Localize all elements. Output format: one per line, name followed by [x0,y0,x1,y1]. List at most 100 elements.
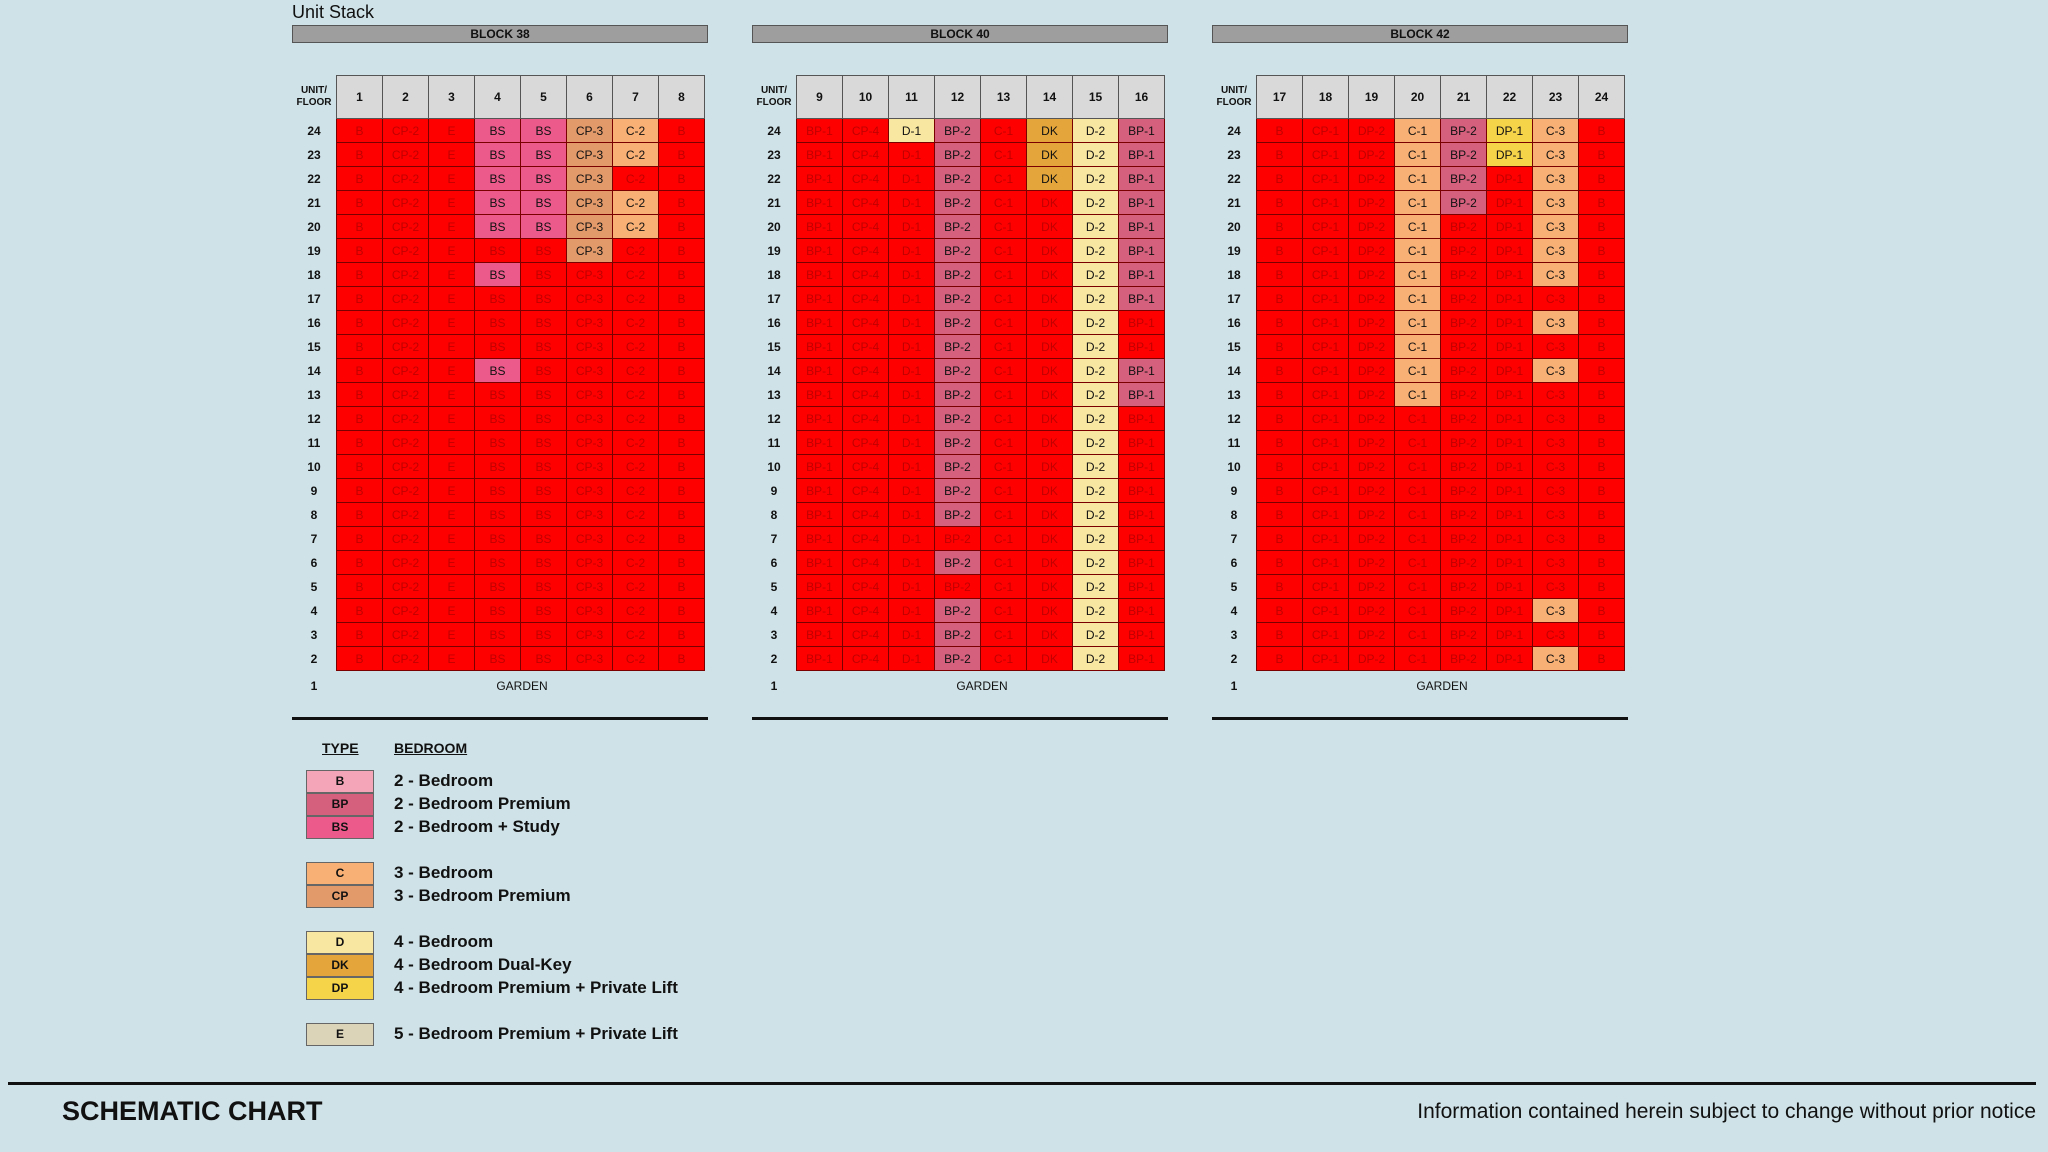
floor-number: 22 [1227,171,1241,186]
unit-cell-sold: BP-2 [1440,622,1487,647]
unit-cell-sold: C-1 [980,550,1027,575]
unit-cell-sold: DP-1 [1486,214,1533,239]
unit-cell-sold: B [658,118,705,143]
unit-cell-available: C-3 [1532,598,1579,623]
floor-number: 11 [1227,435,1241,450]
floor-number: 23 [767,147,781,162]
unit-number-header: 22 [1486,75,1533,119]
unit-cell-sold: B [1578,406,1625,431]
floor-number: 14 [1227,363,1241,378]
unit-cell-sold: D-1 [888,454,935,479]
unit-cell-sold: DK [1026,478,1073,503]
unit-cell-sold: D-1 [888,310,935,335]
unit-cell-available: BP-2 [934,142,981,167]
unit-cell-sold: CP-2 [382,382,429,407]
unit-cell-sold: E [428,430,475,455]
floor-number: 9 [770,483,778,498]
unit-cell-available: BP-2 [934,598,981,623]
unit-cell-sold: C-2 [612,454,659,479]
unit-cell-sold: B [1256,430,1303,455]
floor-row: 13 B CP-2 E BS BS CP-3 C-2 B [292,382,705,407]
unit-cell-available: BP-2 [934,430,981,455]
block: BLOCK 40 UNIT/FLOOR 9 10 11 12 13 14 15 16 24 BP-1 C… [752,25,1168,720]
floor-number: 20 [767,219,781,234]
unit-cell-sold: DP-2 [1348,286,1395,311]
unit-cell-sold: BP-2 [1440,382,1487,407]
unit-cell-sold: DP-1 [1486,358,1533,383]
unit-cell-sold: CP-4 [842,190,889,215]
unit-cell-sold: CP-2 [382,454,429,479]
unit-cell-sold: DP-2 [1348,550,1395,575]
floor-number: 9 [1230,483,1238,498]
floor-number: 12 [767,411,781,426]
unit-cell-sold: BP-1 [796,454,843,479]
unit-cell-sold: C-1 [1394,454,1441,479]
unit-cell-sold: BS [474,310,521,335]
unit-cell-available: DK [1026,118,1073,143]
unit-cell-sold: BP-1 [1118,310,1165,335]
unit-cell-available: BS [474,358,521,383]
unit-cell-sold: DP-2 [1348,574,1395,599]
unit-cell-sold: BP-1 [1118,622,1165,647]
unit-cell-sold: BP-1 [1118,550,1165,575]
unit-cell-sold: B [1578,310,1625,335]
unit-cell-sold: BP-1 [796,550,843,575]
unit-cell-sold: BP-2 [1440,502,1487,527]
unit-cell-sold: BP-2 [1440,526,1487,551]
floor-number: 17 [307,291,321,306]
unit-cell-sold: B [336,574,383,599]
unit-cell-sold: B [1256,646,1303,671]
unit-cell-sold: CP-2 [382,358,429,383]
unit-cell-available: BP-2 [934,478,981,503]
unit-cell-sold: B [658,406,705,431]
unit-cell-sold: B [658,574,705,599]
unit-cell-sold: DP-2 [1348,262,1395,287]
unit-cell-available: D-2 [1072,478,1119,503]
unit-cell-sold: D-1 [888,238,935,263]
unit-cell-available: D-2 [1072,238,1119,263]
unit-cell-sold: DK [1026,598,1073,623]
unit-cell-sold: BS [520,454,567,479]
unit-cell-sold: B [658,478,705,503]
unit-cell-available: BP-2 [934,214,981,239]
unit-stack-table: UNIT/FLOOR 1 2 3 4 5 6 7 8 24 B CP-2 E BS BS CP-3 C-2 B 23… [292,75,705,671]
unit-cell-available: BP-1 [1118,358,1165,383]
unit-cell-sold: C-1 [1394,406,1441,431]
unit-cell-sold: BP-1 [796,574,843,599]
unit-cell-sold: CP-3 [566,502,613,527]
unit-cell-sold: BP-2 [1440,454,1487,479]
floor-row: 2 B CP-1 DP-2 C-1 BP-2 DP-1 C-3 B [1212,646,1625,671]
garden-label: GARDEN [956,679,1008,693]
unit-stack-table: UNIT/FLOOR 9 10 11 12 13 14 15 16 24 BP-1 CP-4 D-1 BP… [752,75,1165,671]
unit-cell-sold: BS [520,358,567,383]
unit-cell-available: BP-1 [1118,166,1165,191]
unit-cell-available: C-3 [1532,262,1579,287]
unit-cell-available: D-2 [1072,286,1119,311]
unit-cell-sold: B [1256,550,1303,575]
unit-cell-available: BP-1 [1118,118,1165,143]
floor-header-line: UNIT/ [760,85,788,96]
unit-header-row: UNIT/FLOOR 9 10 11 12 13 14 15 16 [752,75,1165,119]
page-title: Unit Stack [292,2,375,22]
unit-cell-sold: CP-3 [566,526,613,551]
unit-cell-sold: C-3 [1532,286,1579,311]
unit-cell-available: BP-2 [934,454,981,479]
unit-cell-sold: CP-1 [1302,646,1349,671]
unit-cell-sold: B [1578,454,1625,479]
unit-cell-available: D-2 [1072,622,1119,647]
unit-cell-sold: CP-1 [1302,334,1349,359]
unit-cell-sold: DP-2 [1348,190,1395,215]
floor-row: 19 B CP-1 DP-2 C-1 BP-2 DP-1 C-3 B [1212,238,1625,263]
unit-cell-sold: DP-1 [1486,454,1533,479]
floor-row: 11 B CP-2 E BS BS CP-3 C-2 B [292,430,705,455]
unit-cell-sold: BS [474,622,521,647]
unit-cell-sold: B [658,430,705,455]
unit-cell-sold: BS [474,646,521,671]
unit-cell-sold: BS [520,334,567,359]
unit-cell-available: BS [520,142,567,167]
unit-cell-sold: DP-1 [1486,286,1533,311]
floor-row: 12 BP-1 CP-4 D-1 BP-2 C-1 DK D-2 BP-1 [752,406,1165,431]
unit-cell-sold: CP-1 [1302,550,1349,575]
floor-number: 14 [307,363,321,378]
legend-label: 2 - Bedroom + Study [394,817,560,836]
